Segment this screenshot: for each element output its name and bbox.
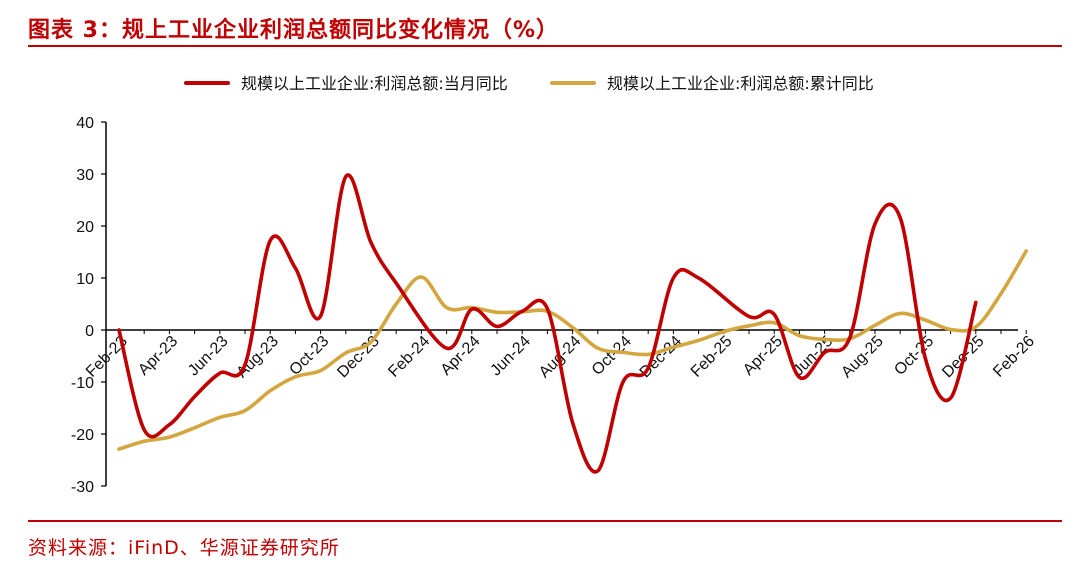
series-layer [117, 173, 1028, 474]
title-rule [28, 45, 1062, 47]
x-tick-label: Oct-24 [589, 333, 635, 379]
series-line-monthly [117, 173, 978, 474]
x-tick-label: Apr-25 [740, 333, 786, 379]
source-note: 资料来源：iFinD、华源证券研究所 [28, 537, 340, 559]
y-tick-label: -10 [71, 375, 94, 392]
y-tick-label: 40 [76, 115, 94, 132]
y-tick-label: 0 [85, 323, 94, 340]
legend-label-monthly: 规模以上工业企业:利润总额:当月同比 [241, 74, 508, 93]
x-tick-label: Feb-26 [990, 333, 1038, 381]
y-tick-label: -20 [71, 427, 94, 444]
x-tick-label: Apr-24 [438, 333, 484, 379]
y-tick-label: 20 [76, 219, 94, 236]
series-line-cumulative [117, 249, 1028, 451]
y-tick-label: 10 [76, 271, 94, 288]
x-tick-label: Apr-23 [135, 333, 181, 379]
x-tick-label: Jun-24 [487, 333, 534, 380]
legend: 规模以上工业企业:利润总额:当月同比 规模以上工业企业:利润总额:累计同比 [184, 74, 874, 93]
y-tick-label: -30 [71, 479, 94, 496]
footer-rule [28, 520, 1062, 522]
chart-title: 图表 3：规上工业企业利润总额同比变化情况（%） [28, 18, 560, 43]
x-tick-label: Feb-24 [385, 333, 433, 381]
legend-label-cumulative: 规模以上工业企业:利润总额:累计同比 [607, 74, 874, 93]
y-tick-label: 30 [76, 167, 94, 184]
